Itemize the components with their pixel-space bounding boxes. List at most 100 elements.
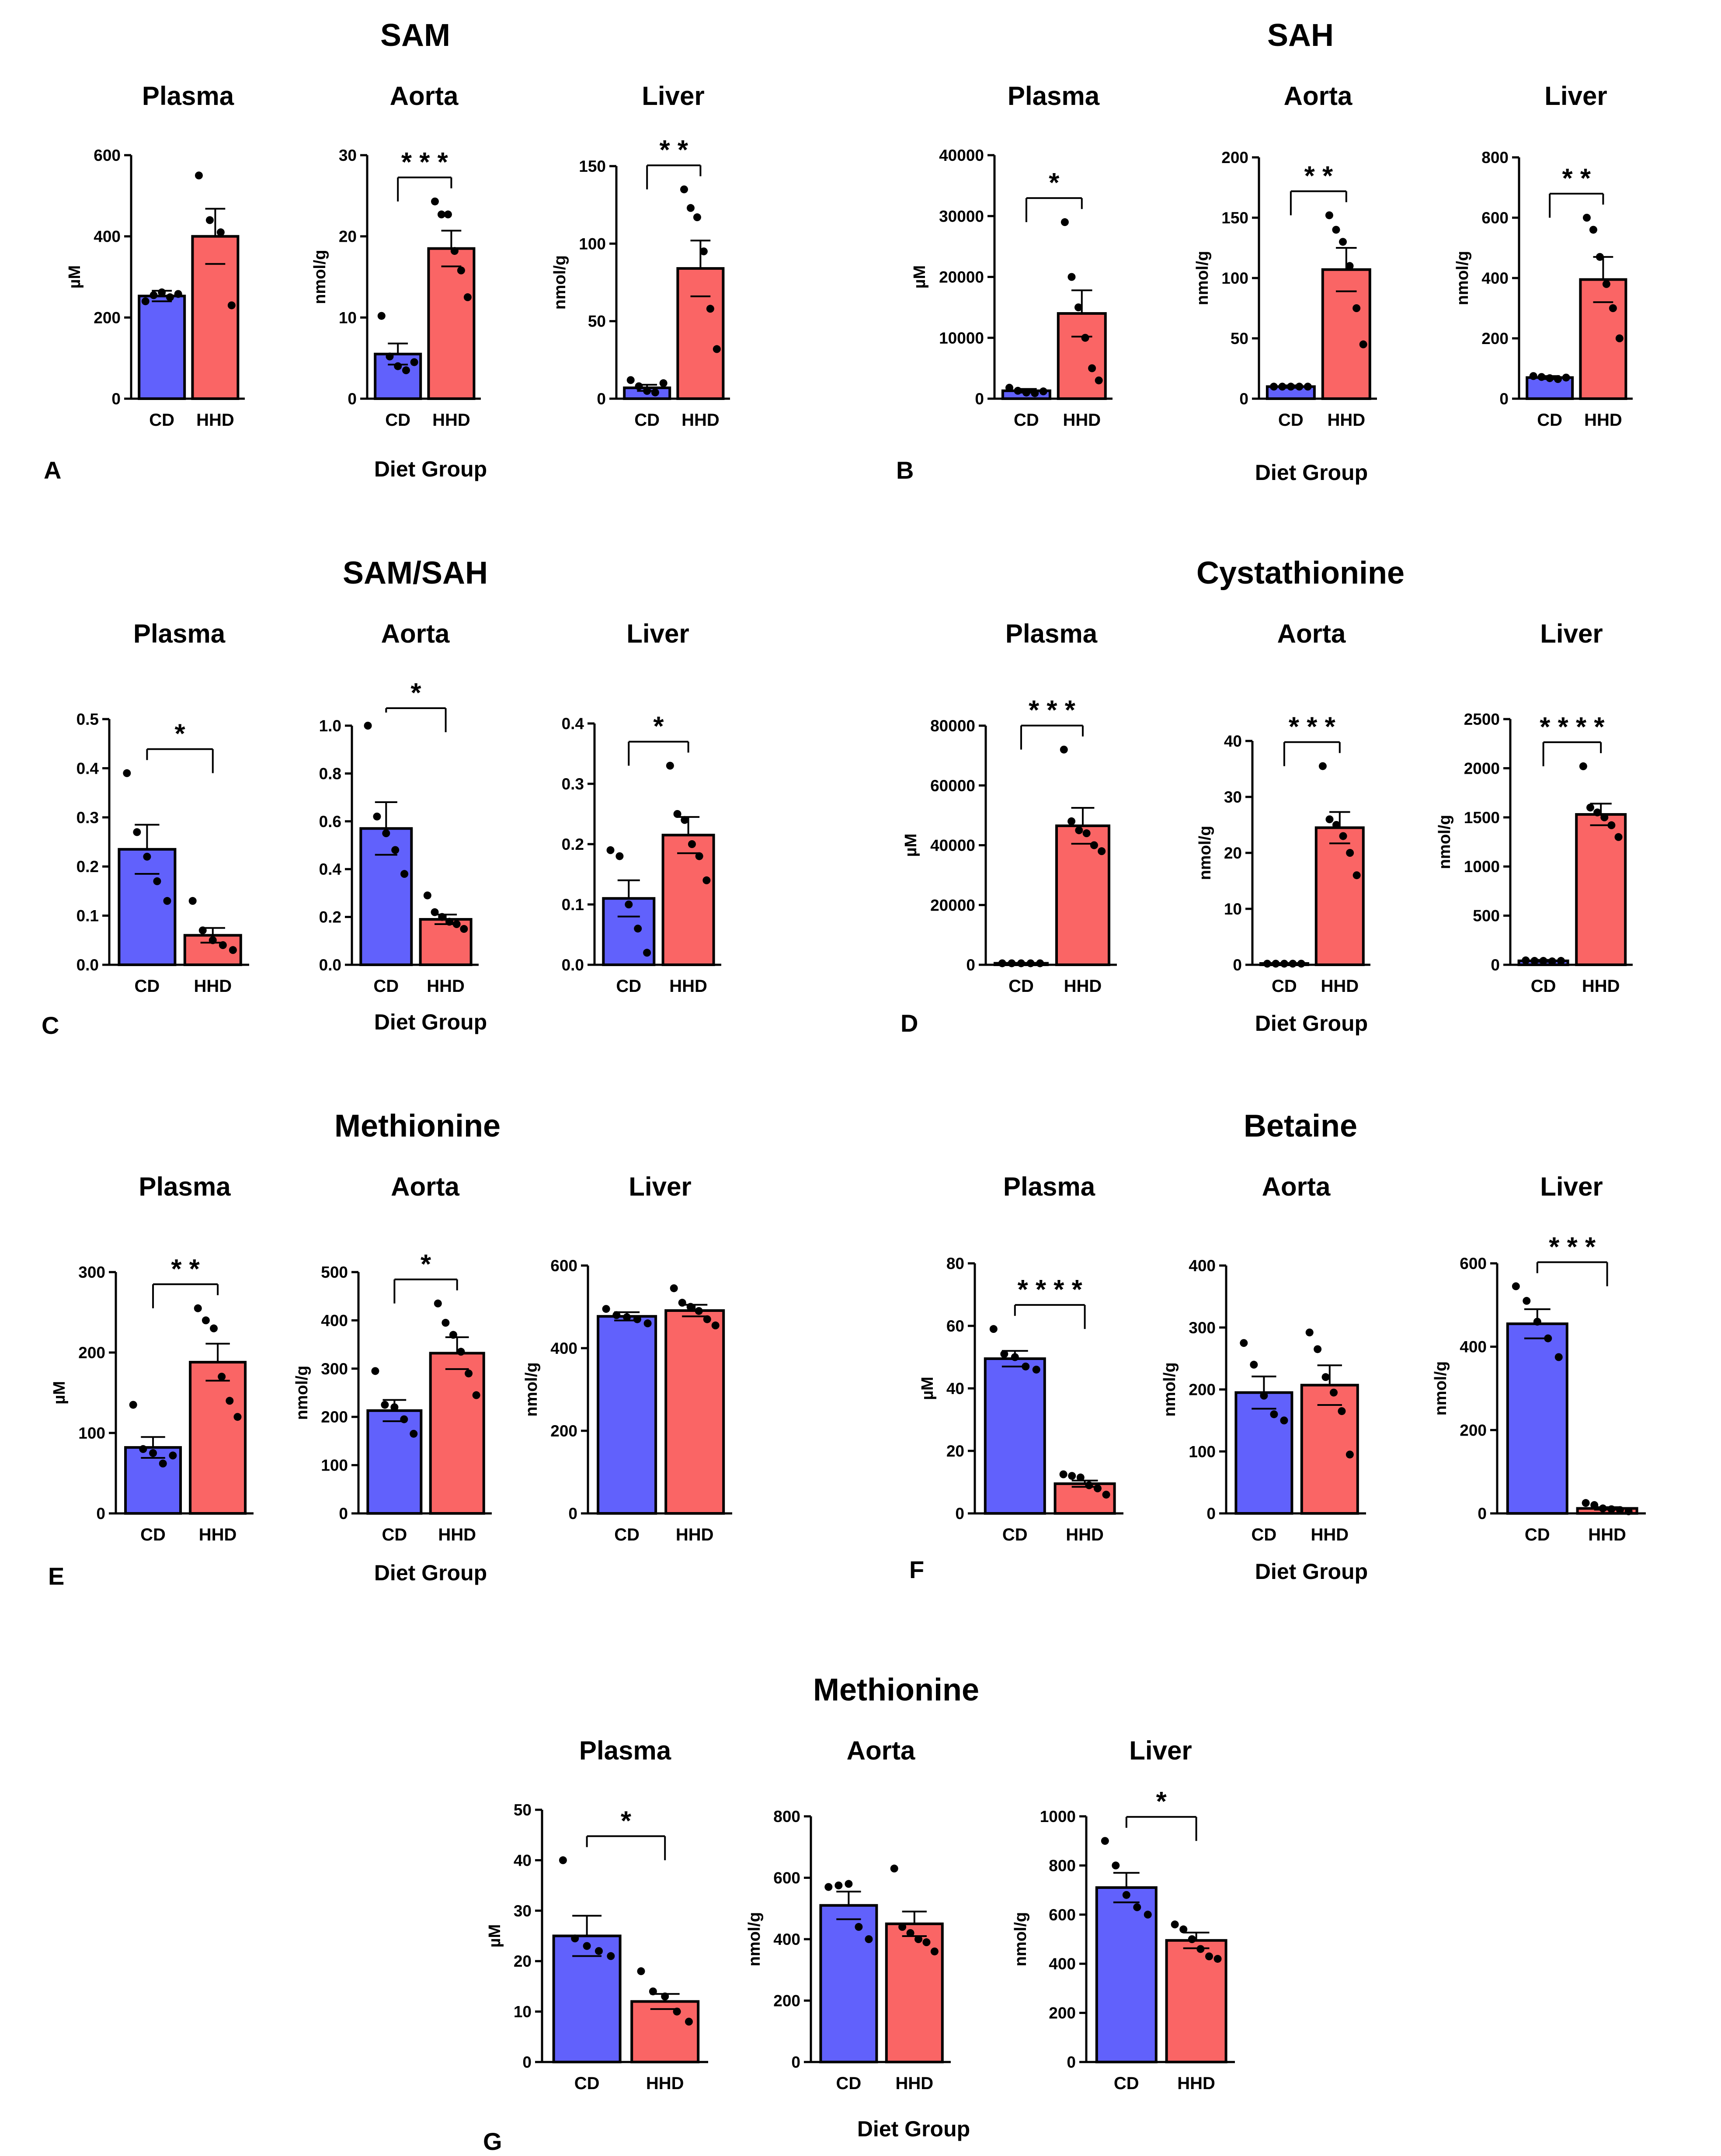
y-tick-label: 0.1 [76,907,99,925]
x-tick-label: CD [1272,977,1297,996]
data-point [1539,957,1547,965]
data-point [1060,745,1068,754]
data-point [1615,334,1624,342]
panel-letter: E [48,1562,64,1590]
data-point [649,1987,657,1996]
data-point [1059,1470,1067,1478]
data-point [1067,273,1076,281]
data-point [703,1315,711,1323]
data-point [1008,959,1016,967]
y-tick-label: 600 [1460,1255,1487,1273]
data-point [1590,1501,1599,1509]
x-tick-label: HHD [194,977,232,996]
y-tick-label: 100 [579,235,606,253]
x-tick-label: HHD [427,977,465,996]
y-axis-label: µM [911,265,929,289]
y-axis-label: nmol/g [1196,826,1214,880]
panel-letter: A [44,456,61,484]
y-tick-label: 40 [946,1380,964,1398]
data-point [1067,817,1076,825]
y-tick-label: 30 [339,146,357,164]
y-tick-label: 200 [78,1344,105,1362]
data-point [686,204,695,212]
data-point [364,722,372,730]
x-tick-label: CD [135,977,160,996]
data-point [1036,959,1044,967]
data-point [1346,849,1354,857]
y-tick-label: 0.8 [319,765,341,782]
chart-title: Liver [1129,1736,1192,1765]
data-point [1554,375,1562,383]
data-point [195,171,203,180]
data-point [1346,262,1354,270]
data-point [1616,1506,1624,1514]
y-tick-label: 0.2 [319,908,341,926]
y-tick-label: 150 [1221,209,1248,227]
chart-title: Plasma [142,81,234,111]
data-point [371,1367,379,1375]
y-tick-label: 200 [1049,2004,1076,2022]
data-point [1582,214,1591,222]
significance-label: * [1156,1787,1167,1817]
data-point [612,1311,621,1319]
data-point [1289,960,1297,968]
data-point [634,925,642,933]
data-point [623,1313,631,1321]
x-axis-label: Diet Group [374,1010,487,1034]
chart-a-aorta: Aorta 0 10 20 30 nmol/g CD HHD * * * [311,81,481,430]
data-point [615,852,624,860]
x-tick-label: CD [836,2074,862,2093]
data-point [1205,1952,1213,1961]
data-point [1017,959,1025,967]
x-tick-label: HHD [669,977,707,996]
data-point [693,213,701,222]
y-tick-label: 1.0 [319,717,341,735]
data-point [390,1403,399,1412]
group-title: Methionine [334,1109,501,1144]
x-tick-label: CD [385,410,410,430]
data-point [643,387,651,395]
data-point [1346,1450,1354,1459]
data-point [922,1938,931,1947]
y-tick-label: 600 [1049,1906,1076,1924]
y-tick-label: 0 [348,390,357,408]
chart-title: Aorta [847,1736,915,1765]
data-point [686,1303,695,1311]
group-e: Methionine E Diet Group [48,1109,501,1590]
data-point [1270,1410,1278,1419]
data-point [865,1935,873,1943]
data-point [1318,762,1327,770]
x-tick-label: CD [382,1525,407,1544]
data-point [438,913,446,921]
y-tick-label: 200 [1221,149,1248,167]
bar-cd [1506,1322,1568,1515]
x-tick-label: CD [1008,977,1034,996]
panel-letter: F [909,1556,924,1583]
data-point [1554,1353,1563,1361]
y-tick-label: 0.0 [76,956,99,974]
y-tick-label: 0.2 [562,835,584,853]
x-tick-label: HHD [1066,1525,1104,1544]
x-tick-label: HHD [895,2074,933,2093]
data-point [1270,383,1278,391]
chart-title: Liver [629,1172,691,1201]
data-point [633,1315,641,1323]
data-point [602,1305,610,1313]
y-tick-label: 0 [1491,956,1500,974]
data-point [1596,253,1604,261]
chart-b-aorta: Aorta 0 50 100 150 200 nmol/g CD HHD * * [1193,81,1377,430]
chart-e-aorta: Aorta 0 100 200 300 400 500 nmol/g CD HHD * [293,1172,492,1544]
data-point [1098,847,1106,855]
data-point [444,210,452,219]
group-title: Methionine [813,1673,979,1707]
y-tick-label: 0 [955,1505,964,1523]
significance-label: * * * [1289,712,1336,742]
y-tick-label: 0 [597,390,606,408]
data-point [1005,383,1014,392]
data-point [1522,956,1530,964]
y-tick-label: 600 [550,1257,577,1275]
data-point [914,1935,923,1943]
x-tick-label: HHD [199,1525,237,1544]
bar-hhd [427,247,476,400]
